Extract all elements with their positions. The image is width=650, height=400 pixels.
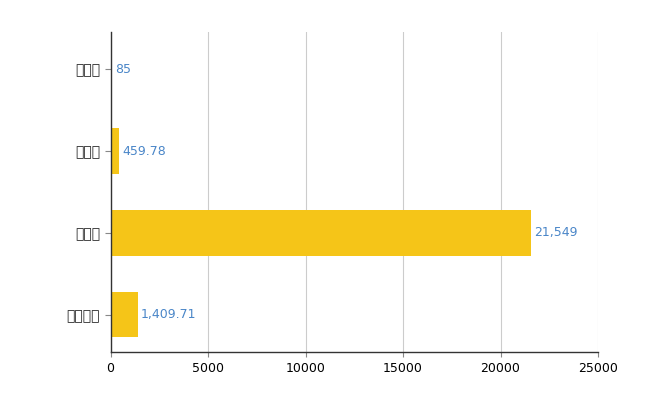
Text: 85: 85 (115, 62, 131, 76)
Text: 21,549: 21,549 (534, 226, 577, 240)
Bar (111, 128, 120, 174)
Bar (111, 292, 138, 338)
Bar (111, 46, 112, 92)
Text: 1,409.71: 1,409.71 (141, 308, 196, 322)
Text: 459.78: 459.78 (122, 144, 166, 158)
Bar (111, 210, 530, 256)
